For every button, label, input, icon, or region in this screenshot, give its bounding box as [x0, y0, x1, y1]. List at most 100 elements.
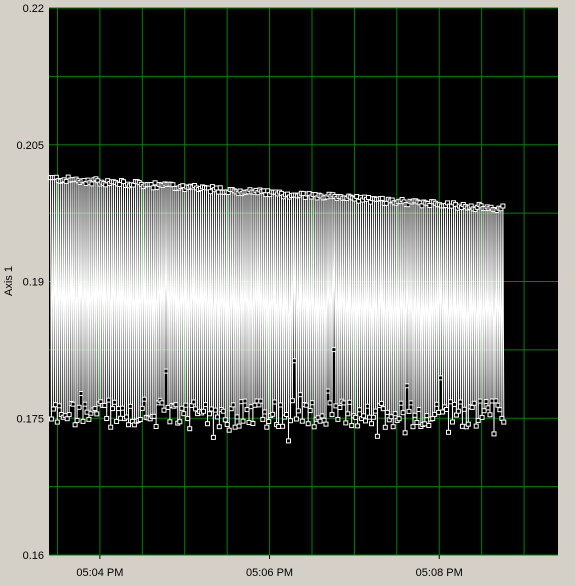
data-point — [333, 403, 339, 409]
y-tick-label: 0.205 — [16, 140, 44, 152]
data-point — [479, 414, 485, 420]
data-point — [110, 406, 116, 412]
data-point — [230, 402, 236, 408]
data-point — [50, 406, 56, 412]
data-point — [236, 423, 242, 429]
data-point — [94, 411, 100, 417]
data-point — [471, 400, 477, 406]
data-point — [262, 409, 268, 415]
data-point — [193, 406, 199, 412]
data-point — [201, 408, 206, 414]
data-point — [82, 401, 88, 407]
data-point — [63, 178, 69, 184]
data-point — [495, 402, 501, 408]
data-point — [319, 413, 325, 419]
data-point — [258, 398, 264, 404]
series-layer — [47, 174, 507, 444]
data-point — [422, 421, 428, 427]
x-tick-label: 05:04 PM — [76, 567, 123, 579]
data-point — [187, 426, 193, 432]
data-point — [240, 418, 246, 424]
data-point — [366, 195, 371, 200]
y-axis-label: Axis 1 — [3, 266, 15, 296]
data-point — [347, 399, 353, 405]
data-point — [208, 406, 214, 412]
data-point — [379, 195, 385, 201]
data-point — [114, 419, 120, 424]
data-point — [72, 422, 78, 428]
data-point — [473, 423, 479, 429]
data-point — [288, 418, 293, 424]
data-point — [103, 182, 109, 188]
data-point — [203, 402, 208, 408]
data-point — [475, 418, 481, 423]
data-point — [331, 347, 337, 353]
data-point — [226, 427, 232, 433]
data-point — [104, 416, 110, 421]
data-point — [349, 423, 355, 429]
data-point — [325, 388, 331, 394]
data-point — [106, 397, 112, 403]
data-point — [212, 407, 218, 413]
data-point — [272, 399, 278, 405]
data-point — [150, 185, 156, 191]
data-point — [400, 410, 406, 416]
data-point — [374, 433, 380, 439]
data-point — [493, 398, 499, 404]
data-point — [343, 420, 349, 426]
data-point — [469, 404, 475, 410]
data-point — [357, 407, 363, 413]
data-point — [307, 408, 313, 414]
data-point — [455, 408, 461, 414]
data-point — [485, 405, 491, 411]
data-point — [179, 405, 185, 411]
data-point — [270, 411, 276, 417]
data-point — [424, 413, 430, 419]
data-point — [353, 414, 359, 420]
data-point — [337, 405, 343, 410]
data-point — [461, 406, 467, 412]
data-point — [242, 398, 248, 404]
data-point — [64, 416, 70, 422]
data-point — [327, 400, 333, 406]
data-point — [207, 411, 212, 417]
data-point — [323, 421, 329, 427]
data-point — [137, 417, 143, 422]
y-tick-label: 0.175 — [16, 413, 44, 425]
data-point — [213, 185, 219, 191]
data-point — [412, 412, 418, 418]
x-tick-label: 05:06 PM — [246, 567, 293, 579]
data-point — [434, 401, 440, 407]
data-point — [120, 405, 125, 411]
data-point — [500, 203, 506, 209]
data-point — [457, 399, 463, 405]
data-point — [232, 424, 238, 430]
data-point — [402, 430, 408, 436]
data-point — [185, 416, 191, 422]
data-point — [365, 403, 370, 409]
data-point — [448, 399, 453, 405]
data-point — [66, 412, 72, 418]
series-line — [49, 177, 505, 441]
data-point — [234, 414, 240, 420]
data-point — [444, 407, 449, 412]
data-point — [390, 424, 396, 430]
data-point — [252, 402, 258, 408]
data-point — [151, 413, 157, 419]
data-point — [305, 421, 311, 427]
data-point — [446, 429, 451, 435]
data-point — [436, 409, 442, 415]
y-tick-label: 0.16 — [23, 550, 44, 562]
data-point — [181, 411, 187, 417]
data-point — [483, 399, 489, 405]
data-point — [497, 407, 503, 413]
data-point — [153, 424, 159, 429]
data-point — [311, 424, 317, 430]
data-point — [266, 419, 272, 424]
data-point — [450, 419, 455, 425]
data-point — [345, 411, 351, 417]
data-point — [341, 400, 347, 406]
data-point — [378, 400, 384, 406]
